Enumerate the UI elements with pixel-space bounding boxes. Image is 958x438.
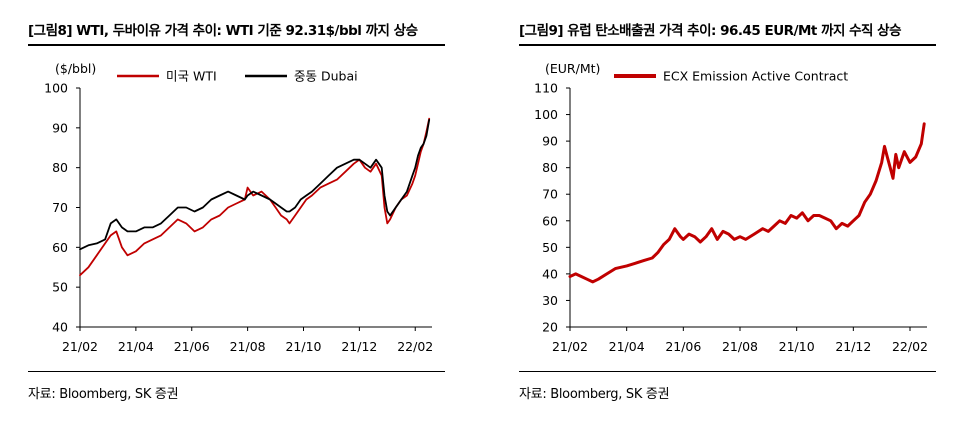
x-tick-label: 21/08 xyxy=(230,339,266,354)
x-tick-label: 21/02 xyxy=(62,339,98,354)
y-tick-label: 50 xyxy=(542,240,558,255)
x-tick-label: 21/10 xyxy=(779,339,815,354)
y-tick-label: 90 xyxy=(542,134,558,149)
y-tick-label: 70 xyxy=(52,200,68,215)
y-tick-label: 80 xyxy=(52,160,68,175)
y-tick-label: 20 xyxy=(542,320,558,335)
y-tick-label: 100 xyxy=(44,81,68,96)
y-tick-label: 40 xyxy=(542,266,558,281)
y-tick-label: 30 xyxy=(542,293,558,308)
eua-carbon-chart-panel: [그림9] 유럽 탄소배출권 가격 추이: 96.45 EUR/Mt 까지 수직… xyxy=(491,0,936,438)
y-tick-label: 50 xyxy=(52,280,68,295)
title-rule xyxy=(519,44,936,46)
eua-carbon-line-chart: 20 30 40 50 60 70 80 90 100 110 21/02 21/04 21/06 21/… xyxy=(534,61,928,354)
x-tick-label: 21/12 xyxy=(341,339,377,354)
legend-label: 중동 Dubai xyxy=(294,69,358,84)
source-rule xyxy=(519,371,936,372)
x-tick-label: 21/12 xyxy=(835,339,871,354)
chart-source: 자료: Bloomberg, SK 증권 xyxy=(519,387,670,402)
legend-label: 미국 WTI xyxy=(166,69,217,84)
unit-label: (EUR/Mt) xyxy=(545,61,600,76)
y-tick-label: 90 xyxy=(52,120,68,135)
x-tick-label: 21/04 xyxy=(609,339,645,354)
x-tick-label: 21/08 xyxy=(722,339,758,354)
source-rule xyxy=(28,371,445,372)
y-tick-label: 40 xyxy=(52,320,68,335)
y-tick-label: 60 xyxy=(542,213,558,228)
x-tick-label: 21/06 xyxy=(665,339,701,354)
y-tick-label: 70 xyxy=(542,187,558,202)
y-tick-label: 60 xyxy=(52,240,68,255)
x-tick-label: 22/02 xyxy=(892,339,928,354)
x-tick-label: 21/04 xyxy=(118,339,154,354)
x-tick-label: 22/02 xyxy=(397,339,433,354)
x-tick-label: 21/02 xyxy=(552,339,588,354)
title-rule xyxy=(28,44,445,46)
chart-source: 자료: Bloomberg, SK 증권 xyxy=(28,387,179,402)
wti-dubai-chart-panel: [그림8] WTI, 두바이유 가격 추이: WTI 기준 92.31$/bbl… xyxy=(0,0,445,438)
unit-label: ($/bbl) xyxy=(55,61,96,76)
y-tick-label: 110 xyxy=(534,81,558,96)
x-tick-label: 21/10 xyxy=(285,339,321,354)
y-tick-label: 100 xyxy=(534,107,558,122)
y-tick-label: 80 xyxy=(542,160,558,175)
series-line xyxy=(79,117,431,277)
chart-title: [그림9] 유럽 탄소배출권 가격 추이: 96.45 EUR/Mt 까지 수직… xyxy=(519,23,902,39)
wti-dubai-line-chart: 40 50 60 70 80 90 100 21/02 21/04 21/06 21/08 21/10… xyxy=(44,61,433,354)
series-line xyxy=(568,122,926,284)
legend-label: ECX Emission Active Contract xyxy=(663,69,848,84)
series-line xyxy=(79,119,431,251)
chart-title: [그림8] WTI, 두바이유 가격 추이: WTI 기준 92.31$/bbl… xyxy=(28,23,418,39)
x-tick-label: 21/06 xyxy=(174,339,210,354)
